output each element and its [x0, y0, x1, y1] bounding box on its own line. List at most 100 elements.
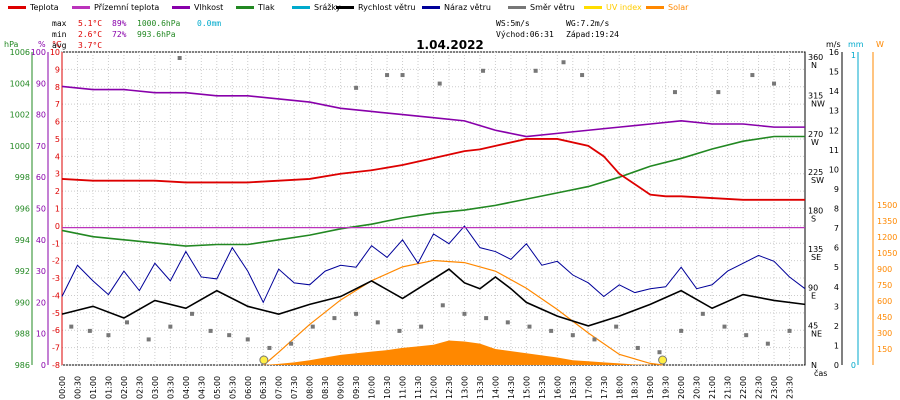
- wind-dir-point: [481, 68, 486, 73]
- legend: Teplota Přízemní teplota Vlhkost Tlak Srážky…: [0, 0, 900, 16]
- legend-label: Rychlost větru: [358, 3, 416, 12]
- x-tick-label: 21:30: [724, 376, 733, 399]
- wind-dir-point: [267, 345, 272, 350]
- temp-tick-label: 6: [55, 118, 60, 127]
- x-tick-label: 00:00: [58, 376, 67, 399]
- wind-dir-point: [561, 60, 566, 65]
- legend-label: Solar: [668, 3, 689, 12]
- temp-tick-label: -1: [52, 239, 60, 248]
- wind-dir-point: [289, 341, 294, 346]
- temp-tick-label: -7: [52, 344, 60, 353]
- mm-tick-label: 0: [851, 361, 856, 370]
- hpa-tick-label: 1006: [10, 48, 30, 57]
- wind-dir-point: [106, 333, 111, 338]
- x-tick-label: 00:30: [73, 376, 82, 399]
- legend-label: Tlak: [258, 3, 275, 12]
- x-tick-label: 10:30: [383, 376, 392, 399]
- wind-dir-point: [716, 90, 721, 95]
- pct-tick-label: 90: [36, 79, 46, 88]
- stat-avg-temp: 3.7°C: [78, 41, 103, 50]
- x-tick-label: 04:30: [197, 376, 206, 399]
- legend-swatch: [336, 6, 354, 9]
- legend-item: Srážky: [292, 3, 341, 12]
- temp-tick-label: 3: [55, 170, 60, 179]
- wind-dir-point: [722, 324, 727, 329]
- legend-swatch: [72, 6, 90, 9]
- dir-tick-label: 90: [808, 283, 818, 292]
- x-tick-label: 17:00: [584, 376, 593, 399]
- pct-tick-label: 70: [36, 142, 46, 151]
- temp-tick-label: 10: [50, 48, 60, 57]
- pct-tick-label: 30: [36, 267, 46, 276]
- legend-label: Vlhkost: [194, 3, 224, 12]
- wind-dir-point: [437, 81, 442, 86]
- ms-tick-label: 9: [834, 185, 839, 194]
- wind-dir-point: [125, 320, 130, 325]
- legend-swatch: [508, 6, 526, 9]
- pct-tick-label: 60: [36, 173, 46, 182]
- ms-tick-label: 11: [829, 146, 839, 155]
- x-tick-label: 03:30: [166, 376, 175, 399]
- wind-dir-point: [533, 68, 538, 73]
- dir-tick-label: SE: [811, 253, 821, 262]
- x-tick-label: 02:00: [120, 376, 129, 399]
- x-tick-label: 06:30: [259, 376, 268, 399]
- wm2-tick-label: 1200: [877, 233, 897, 242]
- x-tick-label: 16:00: [553, 376, 562, 399]
- wind-dir-point: [354, 85, 359, 90]
- wind-dir-point: [592, 337, 597, 342]
- x-tick-label: 18:00: [615, 376, 624, 399]
- wind-dir-point: [168, 324, 173, 329]
- temp-tick-label: 4: [55, 152, 60, 161]
- dir-tick-label: 180: [808, 207, 823, 216]
- legend-item: UV index: [584, 3, 642, 12]
- hpa-tick-label: 994: [15, 236, 30, 245]
- x-tick-label: 14:00: [491, 376, 500, 399]
- wind-dir-point: [245, 337, 250, 342]
- pct-tick-label: 0: [41, 361, 46, 370]
- legend-item: Teplota: [8, 3, 59, 12]
- temp-tick-label: -2: [52, 257, 60, 266]
- wind-dir-point: [332, 316, 337, 321]
- wm2-tick-label: 1050: [877, 249, 897, 258]
- x-tick-label: 18:30: [631, 376, 640, 399]
- hpa-tick-label: 990: [15, 298, 30, 307]
- x-tick-label: 16:30: [569, 376, 578, 399]
- ms-tick-label: 7: [834, 224, 839, 233]
- x-tick-label: 23:00: [770, 376, 779, 399]
- x-tick-label: 20:00: [677, 376, 686, 399]
- legend-swatch: [8, 6, 26, 9]
- ms-tick-label: 6: [834, 244, 839, 253]
- stat-min-press: 993.6hPa: [137, 30, 176, 39]
- x-tick-label: 05:00: [213, 376, 222, 399]
- stat-sunset: Západ:19:24: [566, 30, 619, 39]
- x-tick-label: 17:30: [600, 376, 609, 399]
- stat-max-hum: 89%: [112, 19, 127, 28]
- dir-tick-label: NW: [811, 99, 825, 108]
- legend-label: UV index: [606, 3, 642, 12]
- ms-tick-label: 13: [829, 107, 839, 116]
- wm2-tick-label: 600: [877, 297, 892, 306]
- x-tick-label: 11:00: [399, 376, 408, 399]
- dir-tick-label: 135: [808, 245, 823, 254]
- temp-tick-label: 5: [55, 135, 60, 144]
- wind-dir-point: [484, 316, 489, 321]
- dir-tick-label: N: [811, 361, 817, 370]
- stat-max-press: 1000.6hPa: [137, 19, 181, 28]
- pct-tick-label: 80: [36, 111, 46, 120]
- wind-dir-point: [146, 337, 151, 342]
- x-tick-label: 19:00: [646, 376, 655, 399]
- x-tick-label: 21:00: [708, 376, 717, 399]
- legend-swatch: [584, 6, 602, 9]
- pct-tick-label: 50: [36, 205, 46, 214]
- x-tick-label: 13:30: [476, 376, 485, 399]
- x-tick-label: 13:00: [460, 376, 469, 399]
- wind-dir-point: [772, 81, 777, 86]
- dir-tick-label: 225: [808, 168, 823, 177]
- wind-dir-point: [700, 311, 705, 316]
- solar-max-line: [263, 259, 663, 366]
- wm2-tick-label: 1500: [877, 201, 897, 210]
- ms-axis-label: m/s: [826, 40, 841, 49]
- legend-label: Směr větru: [530, 3, 575, 12]
- temp-tick-label: 8: [55, 83, 60, 92]
